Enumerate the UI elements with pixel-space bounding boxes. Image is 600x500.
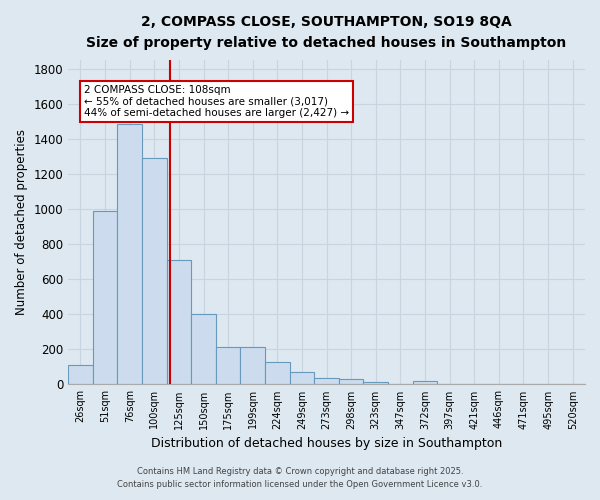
Bar [314, 378, 339, 384]
Text: Contains HM Land Registry data © Crown copyright and database right 2025.
Contai: Contains HM Land Registry data © Crown c… [118, 468, 482, 489]
Bar [142, 158, 167, 384]
Bar [167, 260, 191, 384]
Bar [364, 382, 388, 384]
Bar [413, 381, 437, 384]
Bar [265, 362, 290, 384]
Bar [216, 347, 241, 385]
Text: 2 COMPASS CLOSE: 108sqm
← 55% of detached houses are smaller (3,017)
44% of semi: 2 COMPASS CLOSE: 108sqm ← 55% of detache… [84, 85, 349, 118]
Bar [241, 347, 265, 385]
X-axis label: Distribution of detached houses by size in Southampton: Distribution of detached houses by size … [151, 437, 502, 450]
Bar [191, 314, 216, 384]
Bar [339, 379, 364, 384]
Bar [68, 365, 93, 384]
Bar [290, 372, 314, 384]
Bar [93, 211, 118, 384]
Y-axis label: Number of detached properties: Number of detached properties [15, 130, 28, 316]
Title: 2, COMPASS CLOSE, SOUTHAMPTON, SO19 8QA
Size of property relative to detached ho: 2, COMPASS CLOSE, SOUTHAMPTON, SO19 8QA … [86, 15, 567, 50]
Bar [118, 124, 142, 384]
